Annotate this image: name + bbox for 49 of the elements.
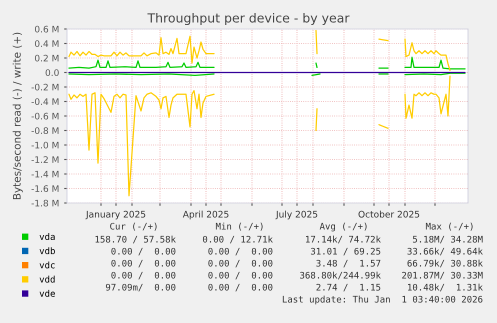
text: 2.74 / 1.15 <box>316 284 380 292</box>
y-tick-label: -1.8 M <box>32 200 58 207</box>
text: 0.00 / 0.00 <box>111 260 176 268</box>
text: 10.48k/ 1.31k <box>408 284 483 292</box>
text: 97.09m/ 0.00 <box>106 284 176 292</box>
legend-label: vdb <box>40 247 55 254</box>
y-tick-label: -1.4 M <box>32 170 58 178</box>
y-tick-label: -1.0 M <box>32 142 58 149</box>
x-tick-label: January 2025 <box>86 210 146 220</box>
text: 5.18M/ 34.28M <box>412 236 483 244</box>
x-tick-label: July 2025 <box>275 210 318 220</box>
y-tick-label: -0.6 M <box>32 112 58 120</box>
text: 3.48 / 1.57 <box>316 260 380 268</box>
legend-label: vda <box>40 233 55 240</box>
text: Avg (-/+) <box>320 222 367 232</box>
text: 0.00 / 0.00 <box>208 284 272 292</box>
y-axis-title: Bytes/second read (-) / write (+) <box>12 32 23 200</box>
y-tick-label: 0.4 M <box>34 40 58 48</box>
legend-label: vdc <box>40 261 55 268</box>
y-tick-label: -0.8 M <box>32 127 58 134</box>
text: 17.14k/ 74.72k <box>306 236 381 244</box>
legend-label: vdd <box>40 276 55 283</box>
y-tick-label: 0.6 M <box>34 26 58 33</box>
text: Min (-/+) <box>216 222 263 231</box>
text: 158.70 / 57.58k <box>96 236 176 244</box>
chart-title: Throughput per device - by year <box>147 12 350 26</box>
text: Cur (-/+) <box>110 222 157 231</box>
y-tick-label: -1.2 M <box>32 156 58 163</box>
y-tick-label: 0.2 M <box>34 54 58 62</box>
y-tick-label: 0.0 <box>46 69 59 76</box>
text: 0.00 / 0.00 <box>111 248 176 256</box>
text: 33.66k/ 49.64k <box>408 248 483 256</box>
text: Max (-/+) <box>426 222 473 231</box>
text: 0.00 / 12.71k <box>202 236 273 244</box>
text: 31.01 / 69.25 <box>310 248 380 256</box>
text: 0.00 / 0.00 <box>208 260 272 268</box>
text: 0.00 / 0.00 <box>208 248 272 256</box>
y-tick-label: -0.2 M <box>32 84 58 91</box>
x-tick-label: April 2025 <box>182 210 228 220</box>
text: 0.00 / 0.00 <box>208 272 272 280</box>
y-tick-label: -0.4 M <box>32 98 58 106</box>
y-tick-label: -1.6 M <box>32 185 58 192</box>
text: 201.87M/ 30.33M <box>402 272 483 280</box>
legend-label: vde <box>40 290 55 297</box>
text: 368.80k/244.99k <box>300 272 381 280</box>
text: Last update: Thu Jan 1 03:40:00 2026 <box>282 296 482 304</box>
x-tick-label: October 2025 <box>358 210 420 218</box>
text: 66.79k/ 30.88k <box>407 260 483 268</box>
text: 0.00 / 0.00 <box>111 272 176 280</box>
